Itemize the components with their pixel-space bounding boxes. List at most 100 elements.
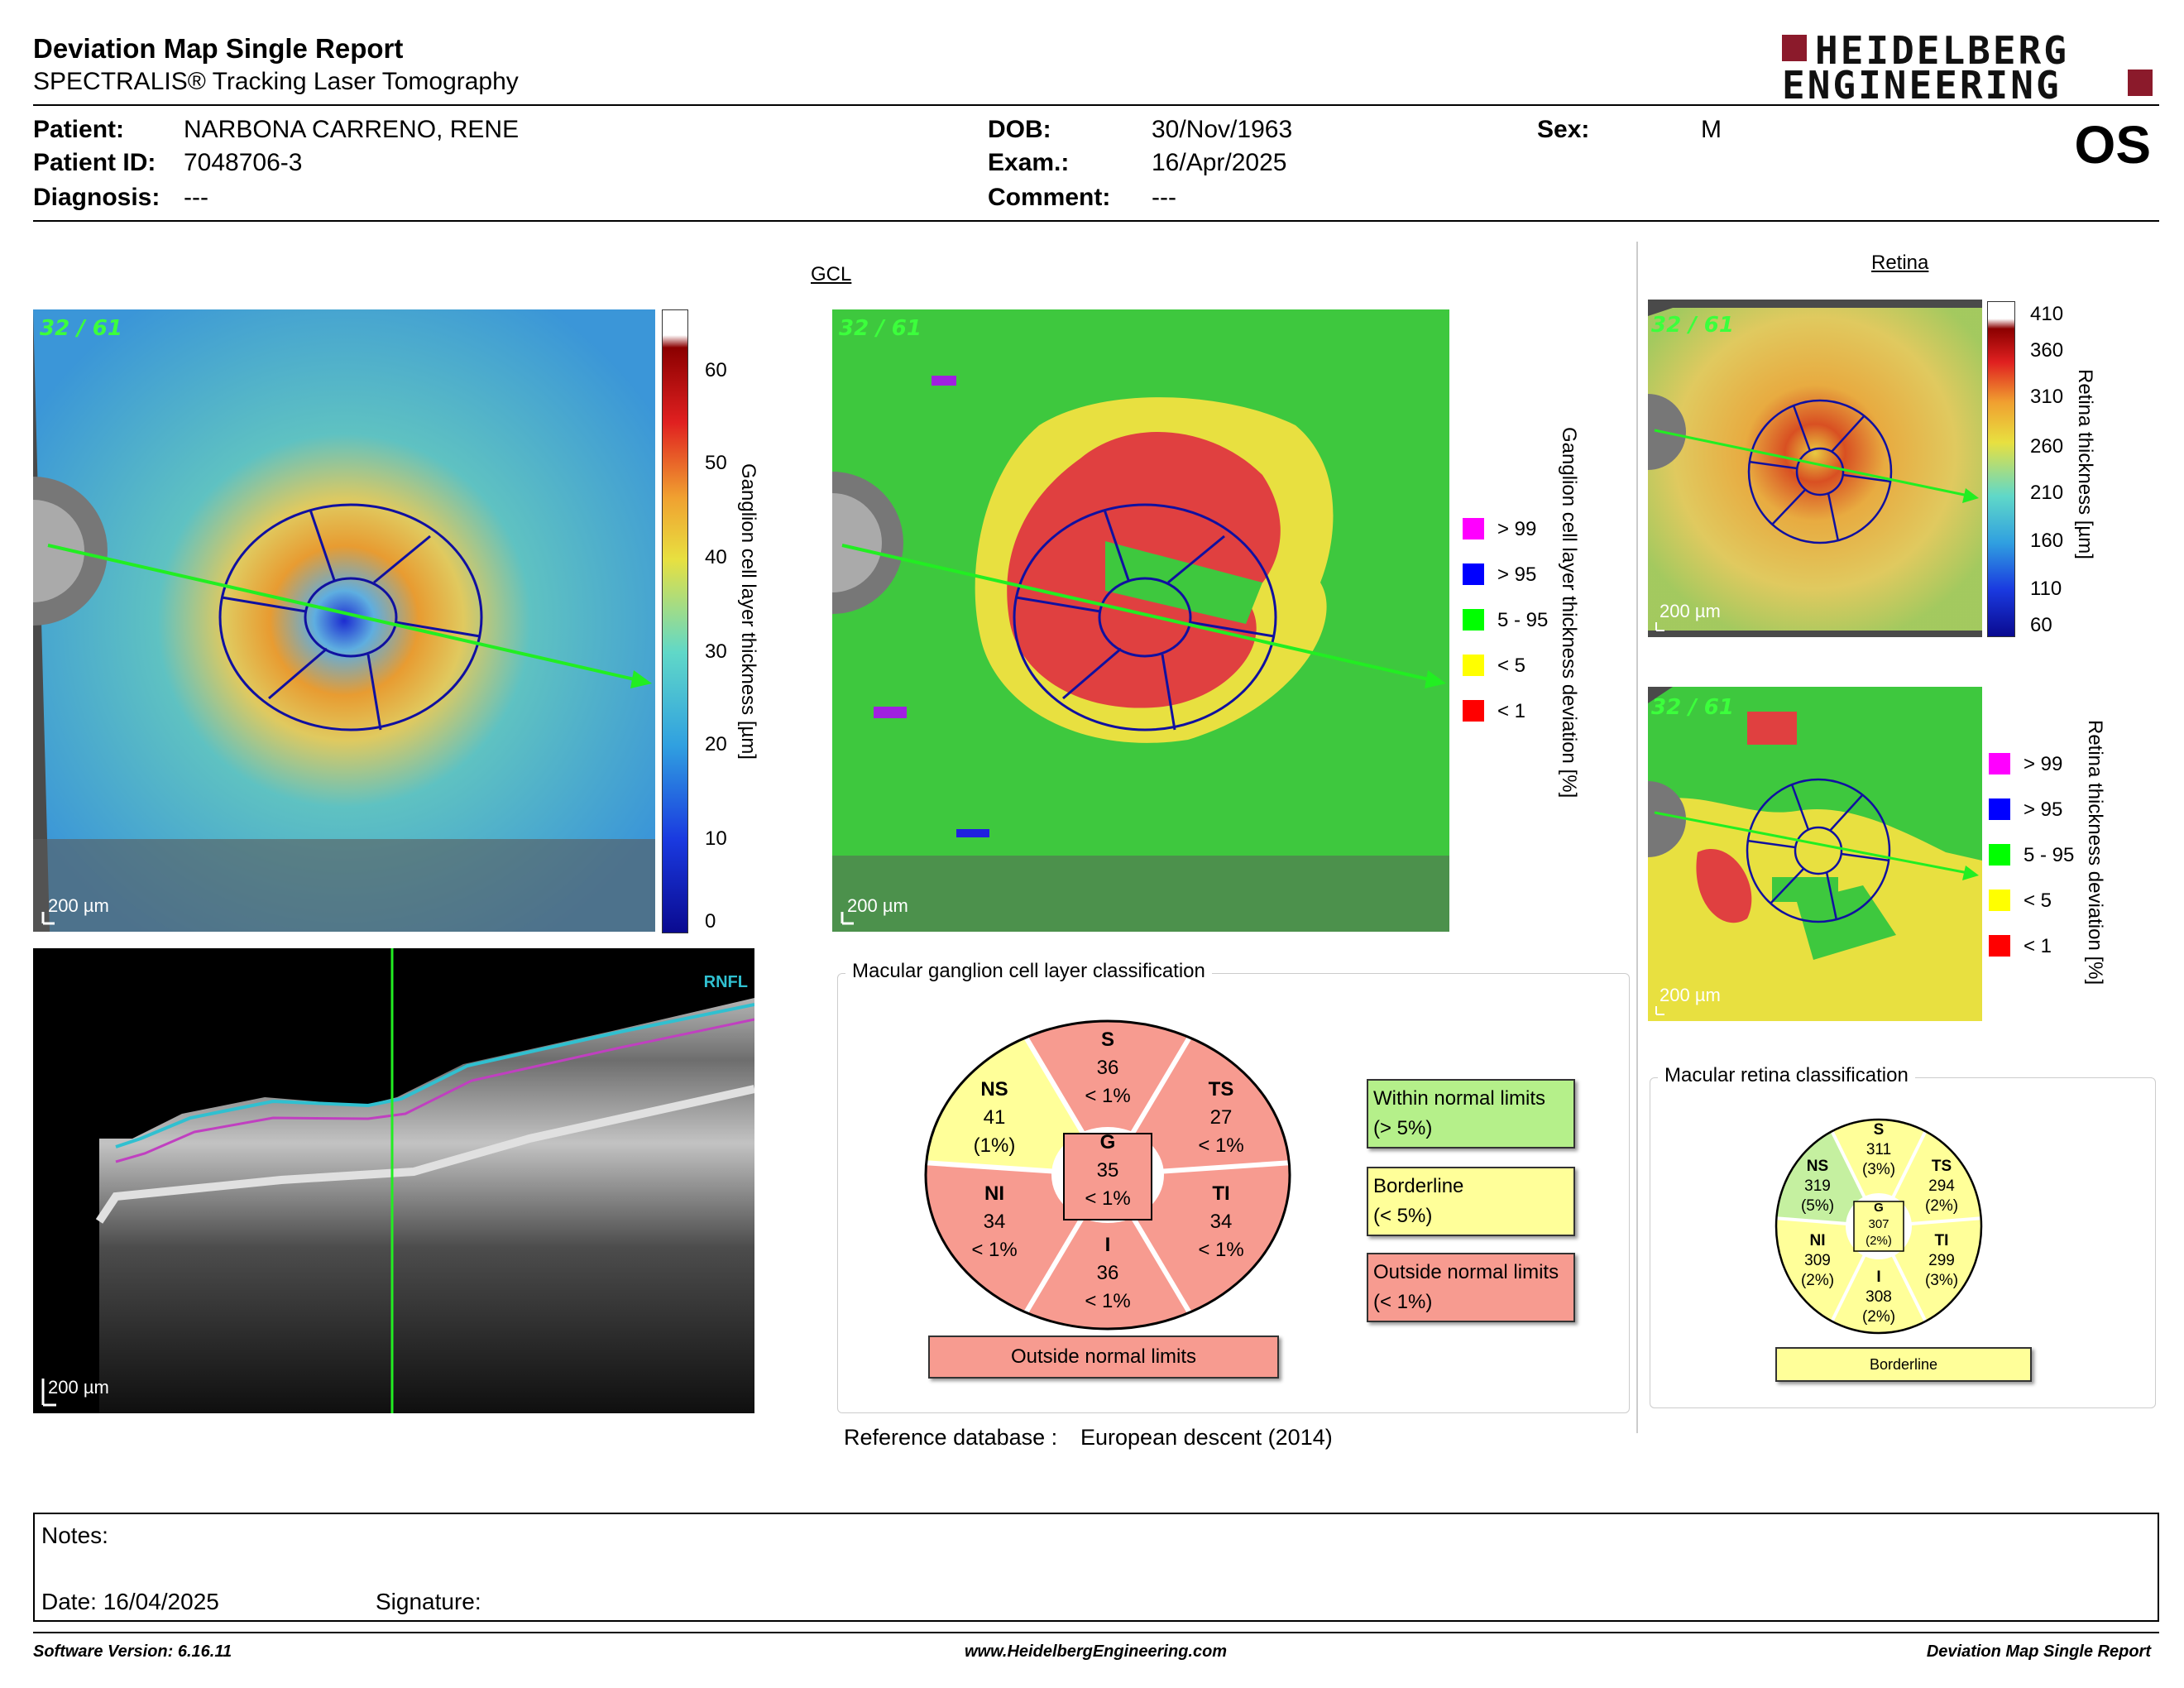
gcl-i-pct: < 1%: [1085, 1290, 1131, 1312]
retina-legend-label: > 95: [2024, 798, 2063, 821]
gcl-legend-label: 5 - 95: [1497, 609, 1549, 631]
retina-thickness-colorbar: [1987, 301, 2015, 637]
gcl-legend-label: < 1: [1497, 700, 1526, 722]
notes-signature-label: Signature:: [376, 1589, 481, 1614]
key-within-line1: Within normal limits: [1373, 1087, 1546, 1110]
gcl-legend-label: > 95: [1497, 563, 1537, 586]
gcl-result-label: Outside normal limits: [1010, 1345, 1197, 1368]
retina-ni-value: 309: [1804, 1252, 1831, 1269]
retina-ni-pct: (2%): [1800, 1272, 1835, 1289]
gcl-ni-pct: < 1%: [971, 1239, 1018, 1261]
gcl-scale-label: 200 µm: [48, 895, 109, 916]
gcl-section-title: GCL: [811, 263, 852, 285]
patient-id-value: 7048706-3: [184, 149, 303, 176]
gcl-ns-value: 41: [983, 1106, 1006, 1129]
gcl-thickness-colorbar: [662, 309, 688, 933]
gcl-sector-chart: [923, 1018, 1292, 1332]
gcl-classification-title: Macular ganglion cell layer classificati…: [845, 960, 1212, 983]
retina-legend-swatch: [1989, 798, 2010, 820]
report-title: Deviation Map Single Report: [33, 33, 404, 64]
retina-legend-swatch: [1989, 753, 2010, 774]
retina-i-pct: (2%): [1861, 1308, 1896, 1326]
retina-i-name: I: [1876, 1268, 1881, 1286]
exam-label: Exam.:: [988, 149, 1070, 176]
oct-bscan[interactable]: RNFL 200 µm: [33, 948, 754, 1413]
bscan-scale-label: 200 µm: [48, 1377, 109, 1398]
gcl-thickness-map[interactable]: 32 / 61 200 µm: [33, 309, 655, 932]
gcl-ts-name: TS: [1208, 1078, 1234, 1101]
retina-ti-value: 299: [1928, 1252, 1955, 1269]
retina-ts-pct: (2%): [1924, 1197, 1959, 1215]
eye-indicator: OS: [2074, 115, 2151, 175]
gcl-tick-30: 30: [705, 640, 727, 663]
retina-result-box: Borderline: [1775, 1347, 2032, 1382]
gcl-dev-frame-badge: 32 / 61: [839, 316, 922, 341]
patient-label: Patient:: [33, 116, 125, 143]
retina-legend-swatch: [1989, 935, 2010, 957]
key-outside-normal: Outside normal limits (< 1%): [1367, 1253, 1575, 1322]
retina-legend-label: 5 - 95: [2024, 844, 2075, 866]
exam-value: 16/Apr/2025: [1152, 149, 1287, 176]
retina-ns-name: NS: [1806, 1158, 1829, 1175]
retina-ns-pct: (5%): [1800, 1197, 1835, 1215]
gcl-ti-name: TI: [1212, 1182, 1230, 1205]
retina-legend-swatch: [1989, 844, 2010, 866]
gcl-tick-60: 60: [705, 359, 727, 381]
retina-g-value: 307: [1868, 1217, 1889, 1231]
retina-tick: 210: [2030, 482, 2064, 504]
retina-s-pct: (3%): [1861, 1161, 1896, 1178]
retina-ts-name: TS: [1931, 1158, 1952, 1175]
gcl-deviation-map[interactable]: 32 / 61 200 µm: [832, 309, 1449, 932]
retina-dev-frame-badge: 32 / 61: [1651, 695, 1734, 720]
gcl-g-name: G: [1099, 1131, 1116, 1153]
logo-line1: HEIDELBERG: [1815, 28, 2069, 73]
notes-box[interactable]: Notes: Date: 16/04/2025 Signature:: [33, 1513, 2159, 1622]
section-separator: [1636, 242, 1638, 1433]
gcl-i-name: I: [1104, 1234, 1111, 1256]
retina-s-value: 311: [1866, 1141, 1892, 1158]
dob-label: DOB:: [988, 116, 1051, 143]
key-within-line2: (> 5%): [1373, 1117, 1433, 1139]
gcl-ti-value: 34: [1209, 1211, 1233, 1233]
gcl-ts-pct: < 1%: [1198, 1134, 1244, 1157]
retina-result-label: Borderline: [1869, 1356, 1938, 1373]
retina-ns-value: 319: [1804, 1177, 1831, 1195]
sex-label: Sex:: [1537, 116, 1590, 143]
retina-classification-title: Macular retina classification: [1658, 1064, 1915, 1087]
retina-tick: 60: [2030, 614, 2052, 636]
diagnosis-value: ---: [184, 184, 208, 211]
gcl-thickness-axis-label: Ganglion cell layer thickness [µm]: [737, 463, 759, 760]
retina-scale-label: 200 µm: [1660, 601, 1721, 621]
notes-label: Notes:: [41, 1523, 108, 1548]
key-borderline-line1: Borderline: [1373, 1175, 1464, 1197]
gcl-dev-scale-label: 200 µm: [847, 895, 908, 916]
gcl-s-value: 36: [1096, 1057, 1119, 1079]
retina-tick: 160: [2030, 530, 2064, 552]
notes-date: Date: 16/04/2025: [41, 1589, 219, 1614]
patient-id-label: Patient ID:: [33, 149, 156, 176]
retina-tick: 310: [2030, 386, 2064, 408]
gcl-legend-swatch: [1463, 609, 1484, 631]
logo-line2: ENGINEERING: [1782, 63, 2062, 108]
gcl-ti-pct: < 1%: [1198, 1239, 1244, 1261]
gcl-s-name: S: [1100, 1029, 1114, 1051]
retina-sector-s: [1825, 1120, 1933, 1226]
key-borderline: Borderline (< 5%): [1367, 1167, 1575, 1236]
diagnosis-label: Diagnosis:: [33, 184, 160, 211]
footer-divider: [33, 1632, 2159, 1633]
retina-legend-swatch: [1989, 890, 2010, 911]
gcl-ns-name: NS: [980, 1078, 1008, 1101]
gcl-tick-0: 0: [705, 910, 716, 933]
gcl-ts-value: 27: [1209, 1106, 1233, 1129]
retina-deviation-legend: > 99 > 95 5 - 95 < 5 < 1: [1989, 753, 2080, 968]
reference-db-label: Reference database :: [844, 1425, 1058, 1450]
retina-dev-scale-label: 200 µm: [1660, 985, 1721, 1005]
retina-deviation-map[interactable]: 32 / 61 200 µm: [1648, 687, 1982, 1021]
footer-website-link[interactable]: www.HeidelbergEngineering.com: [965, 1642, 1228, 1661]
footer-report-name: Deviation Map Single Report: [1926, 1642, 2151, 1661]
gcl-tick-10: 10: [705, 827, 727, 850]
gcl-ni-value: 34: [983, 1211, 1006, 1233]
retina-thickness-map[interactable]: 32 / 61 200 µm: [1648, 300, 1982, 637]
gcl-legend-swatch: [1463, 655, 1484, 676]
retina-legend-label: < 5: [2024, 890, 2052, 912]
